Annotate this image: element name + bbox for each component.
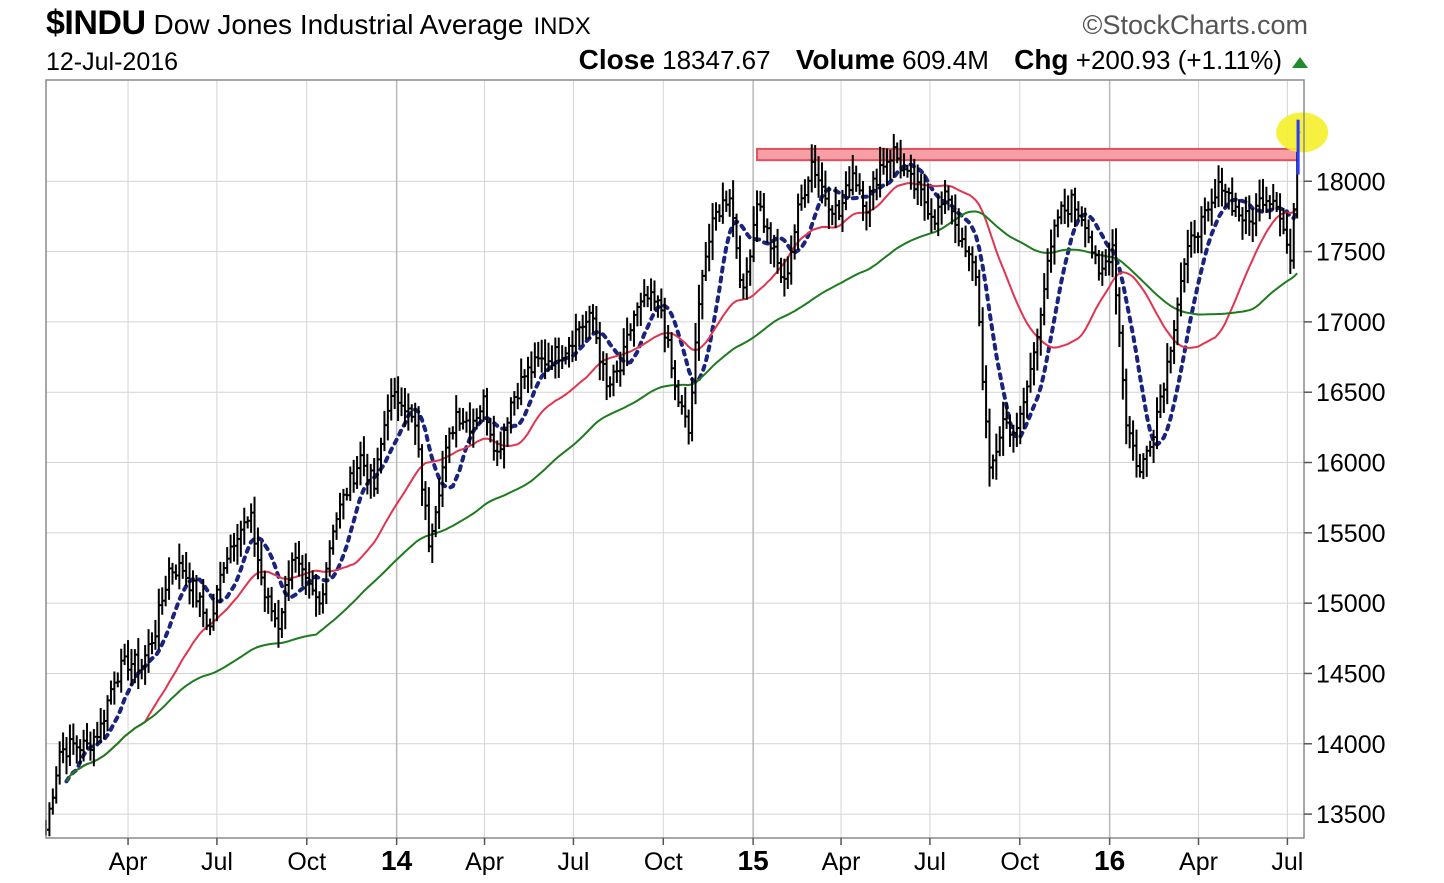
x-tick-label: Jul: [914, 848, 946, 876]
x-tick-label: Oct: [1000, 848, 1039, 876]
highlight-marker: [1276, 112, 1329, 153]
x-tick-label: Apr: [465, 848, 504, 876]
exchange-label: INDX: [533, 13, 591, 40]
x-axis-ticks: Apr Jul Oct 14 Apr Jul Oct 15 Apr Jul Oct 16 Apr Jul: [109, 838, 1303, 876]
close-label: Close: [578, 44, 655, 75]
chg-value: +200.93 (+1.11%): [1075, 45, 1282, 75]
quote-stats: Close 18347.67 Volume 609.4M Chg +200.93…: [579, 44, 1308, 76]
x-tick-label: 16: [1094, 845, 1125, 876]
y-tick-label: 17500: [1316, 239, 1386, 267]
x-tick-label: Oct: [644, 848, 683, 876]
chart-title-row: $INDU Dow Jones Industrial Average INDX: [46, 4, 591, 43]
y-axis-ticks: 13500 14000 14500 15000 15500 16000 16500 17000…: [1304, 168, 1386, 829]
moving-average-line: [65, 181, 1298, 782]
index-name: Dow Jones Industrial Average: [153, 9, 524, 40]
x-tick-label: 15: [738, 845, 769, 876]
x-tick-label: Apr: [109, 848, 148, 876]
chg-label: Chg: [1014, 44, 1069, 75]
grid-lines: [46, 80, 1304, 838]
moving-average-line: [64, 162, 1300, 784]
moving-average-line: [65, 210, 1298, 782]
ticker-symbol: $INDU: [46, 4, 146, 42]
y-tick-label: 13500: [1316, 801, 1386, 829]
y-tick-label: 17000: [1316, 309, 1386, 337]
highlight-layer: [1276, 112, 1329, 175]
resistance-band-layer: [756, 147, 1300, 162]
x-tick-label: Jul: [1271, 848, 1303, 876]
x-tick-label: Jul: [201, 848, 233, 876]
x-tick-label: Apr: [822, 848, 861, 876]
x-tick-label: Apr: [1179, 848, 1218, 876]
y-tick-label: 14500: [1316, 660, 1386, 688]
y-tick-label: 16000: [1316, 450, 1386, 478]
close-value: 18347.67: [662, 45, 771, 75]
up-arrow-icon: [1292, 56, 1308, 68]
y-tick-label: 14000: [1316, 731, 1386, 759]
plot-frame: [45, 79, 1305, 839]
y-tick-label: 15500: [1316, 520, 1386, 548]
y-tick-label: 15000: [1316, 590, 1386, 618]
volume-label: Volume: [795, 44, 895, 75]
x-tick-label: 14: [381, 845, 413, 876]
price-bars: [45, 119, 1302, 837]
brand-logo: ©StockCharts.com: [1082, 10, 1308, 40]
x-tick-label: Oct: [287, 848, 326, 876]
volume-value: 609.4M: [902, 45, 989, 75]
x-tick-label: Jul: [557, 848, 589, 876]
quote-date: 12-Jul-2016: [46, 48, 179, 76]
y-tick-label: 18000: [1316, 168, 1386, 196]
y-tick-label: 16500: [1316, 379, 1386, 407]
resistance-band: [756, 147, 1300, 162]
